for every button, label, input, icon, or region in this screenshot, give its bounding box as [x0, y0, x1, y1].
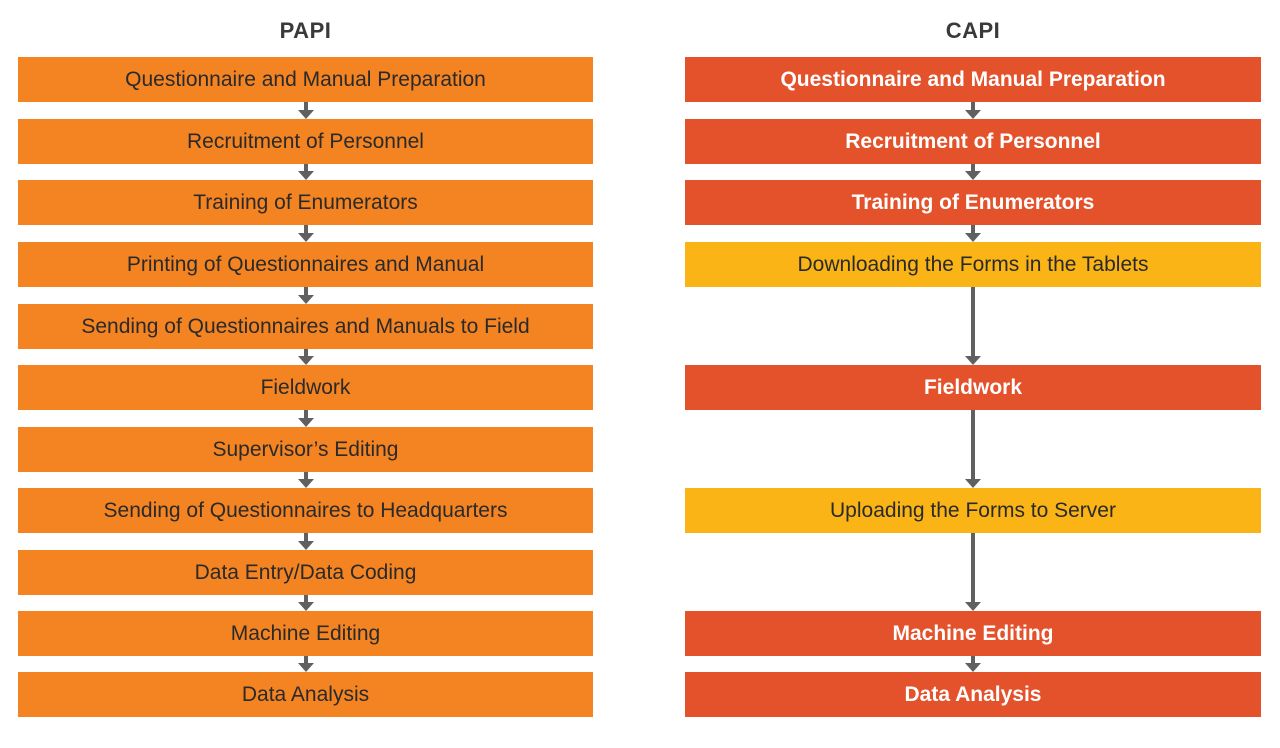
papi-connector-line	[304, 287, 308, 296]
papi-arrow-down-icon	[298, 171, 314, 180]
papi-arrow-down-icon	[298, 110, 314, 119]
capi-connector-line	[971, 225, 975, 234]
capi-step-fieldwork: Fieldwork	[685, 365, 1261, 410]
papi-arrow-down-icon	[298, 295, 314, 304]
capi-step-uploading-forms: Uploading the Forms to Server	[685, 488, 1261, 533]
capi-arrow-down-icon	[965, 171, 981, 180]
papi-step-data-entry: Data Entry/Data Coding	[18, 550, 593, 595]
papi-step-supervisor-editing: Supervisor’s Editing	[18, 427, 593, 472]
papi-step-sending-to-headquarters: Sending of Questionnaires to Headquarter…	[18, 488, 593, 533]
papi-arrow-down-icon	[298, 418, 314, 427]
papi-connector-line	[304, 164, 308, 172]
capi-step-data-analysis: Data Analysis	[685, 672, 1261, 717]
capi-connector-line	[971, 164, 975, 172]
papi-arrow-down-icon	[298, 663, 314, 672]
capi-arrow-down-icon	[965, 663, 981, 672]
capi-step-machine-editing: Machine Editing	[685, 611, 1261, 656]
papi-connector-line	[304, 595, 308, 603]
capi-arrow-down-icon	[965, 110, 981, 119]
papi-step-fieldwork: Fieldwork	[18, 365, 593, 410]
capi-arrow-down-icon	[965, 233, 981, 242]
capi-connector-line	[971, 533, 975, 603]
papi-connector-line	[304, 410, 308, 419]
papi-arrow-down-icon	[298, 356, 314, 365]
papi-step-machine-editing: Machine Editing	[18, 611, 593, 656]
capi-connector-line	[971, 287, 975, 357]
papi-arrow-down-icon	[298, 602, 314, 611]
capi-connector-line	[971, 102, 975, 111]
papi-step-printing: Printing of Questionnaires and Manual	[18, 242, 593, 287]
papi-connector-line	[304, 349, 308, 357]
papi-connector-line	[304, 102, 308, 111]
papi-connector-line	[304, 656, 308, 664]
capi-arrow-down-icon	[965, 479, 981, 488]
papi-connector-line	[304, 472, 308, 480]
capi-step-questionnaire-preparation: Questionnaire and Manual Preparation	[685, 57, 1261, 102]
capi-title: CAPI	[945, 18, 1001, 43]
capi-arrow-down-icon	[965, 356, 981, 365]
capi-step-training: Training of Enumerators	[685, 180, 1261, 225]
capi-step-downloading-forms: Downloading the Forms in the Tablets	[685, 242, 1261, 287]
papi-title: PAPI	[279, 18, 332, 43]
papi-connector-line	[304, 225, 308, 234]
capi-connector-line	[971, 410, 975, 480]
papi-arrow-down-icon	[298, 233, 314, 242]
papi-step-questionnaire-preparation: Questionnaire and Manual Preparation	[18, 57, 593, 102]
papi-connector-line	[304, 533, 308, 542]
papi-step-data-analysis: Data Analysis	[18, 672, 593, 717]
papi-arrow-down-icon	[298, 479, 314, 488]
papi-step-training: Training of Enumerators	[18, 180, 593, 225]
papi-arrow-down-icon	[298, 541, 314, 550]
capi-connector-line	[971, 656, 975, 664]
capi-arrow-down-icon	[965, 602, 981, 611]
capi-step-recruitment: Recruitment of Personnel	[685, 119, 1261, 164]
papi-step-recruitment: Recruitment of Personnel	[18, 119, 593, 164]
papi-step-sending-to-field: Sending of Questionnaires and Manuals to…	[18, 304, 593, 349]
